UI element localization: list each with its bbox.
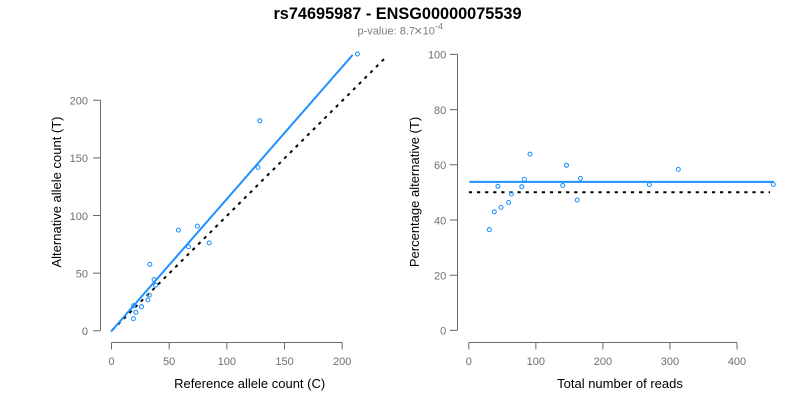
svg-text:60: 60 xyxy=(434,160,446,172)
svg-text:50: 50 xyxy=(76,268,88,280)
svg-text:0: 0 xyxy=(466,356,472,368)
svg-text:20: 20 xyxy=(434,271,446,283)
svg-text:300: 300 xyxy=(661,356,679,368)
svg-text:150: 150 xyxy=(275,356,293,368)
svg-text:50: 50 xyxy=(163,356,175,368)
svg-text:100: 100 xyxy=(428,50,446,62)
svg-text:Percentage alternative (T): Percentage alternative (T) xyxy=(407,117,422,267)
svg-text:150: 150 xyxy=(70,153,88,165)
svg-text:100: 100 xyxy=(218,356,236,368)
svg-text:200: 200 xyxy=(594,356,612,368)
svg-text:0: 0 xyxy=(108,356,114,368)
svg-text:0: 0 xyxy=(82,326,88,338)
svg-text:Total number of reads: Total number of reads xyxy=(557,376,683,391)
svg-text:Reference allele count (C): Reference allele count (C) xyxy=(174,376,325,391)
svg-text:100: 100 xyxy=(527,356,545,368)
svg-text:p-value: 8.7×10-4: p-value: 8.7×10-4 xyxy=(358,22,443,39)
svg-text:40: 40 xyxy=(434,215,446,227)
svg-text:200: 200 xyxy=(333,356,351,368)
svg-text:0: 0 xyxy=(440,326,446,338)
svg-text:rs74695987 - ENSG00000075539: rs74695987 - ENSG00000075539 xyxy=(273,5,521,23)
svg-text:Alternative allele count (T): Alternative allele count (T) xyxy=(49,116,64,267)
svg-text:80: 80 xyxy=(434,105,446,117)
svg-text:200: 200 xyxy=(70,96,88,108)
svg-text:400: 400 xyxy=(728,356,746,368)
svg-text:100: 100 xyxy=(70,211,88,223)
